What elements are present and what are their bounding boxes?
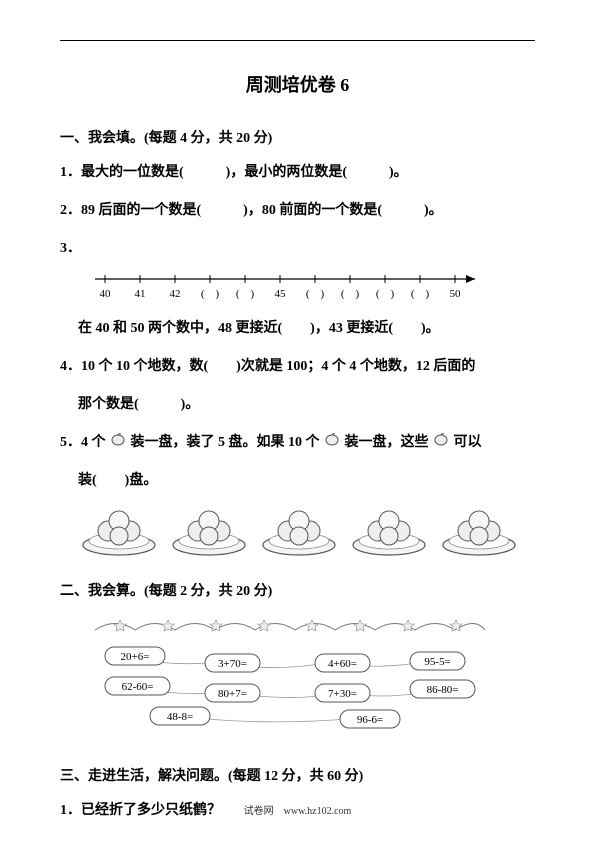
section1-head: 一、我会填。(每题 4 分，共 20 分) [60, 127, 535, 147]
footer-url: www.hz102.com [284, 806, 352, 817]
q4a: 4．10 个 10 个地数，数( )次就是 100；4 个 4 个地数，12 后… [60, 353, 535, 381]
page-title: 周测培优卷 6 [60, 71, 535, 97]
q5a-3: 装一盘，这些 [345, 435, 429, 450]
section2-head: 二、我会算。(每题 2 分，共 20 分) [60, 580, 535, 600]
svg-text:20+6=: 20+6= [121, 651, 150, 663]
footer: 试卷网 www.hz102.com [0, 802, 595, 817]
svg-text:45: 45 [275, 288, 287, 300]
svg-text:3+70=: 3+70= [218, 658, 247, 670]
footer-label: 试卷网 [244, 806, 274, 817]
plates-row [80, 505, 535, 562]
svg-text:50: 50 [450, 288, 462, 300]
svg-text:( ): ( ) [236, 288, 255, 300]
svg-text:80+7=: 80+7= [218, 688, 247, 700]
svg-text:40: 40 [100, 288, 112, 300]
number-line: 40 41 42 ( ) ( ) 45 ( ) ( ) ( ) ( ) 50 [90, 269, 535, 305]
svg-text:42: 42 [170, 288, 181, 300]
q5b: 装( )盘。 [78, 467, 535, 495]
q5a: 5．4 个 装一盘，装了 5 盘。如果 10 个 装一盘，这些 可以 [60, 429, 535, 457]
q1: 1．最大的一位数是( )，最小的两位数是( )。 [60, 159, 535, 187]
svg-text:62-60=: 62-60= [122, 681, 154, 693]
svg-text:( ): ( ) [411, 288, 430, 300]
q2: 2．89 后面的一个数是( )，80 前面的一个数是( )。 [60, 197, 535, 225]
svg-text:95-5=: 95-5= [424, 656, 450, 668]
apple-icon [323, 429, 341, 457]
svg-text:96-6=: 96-6= [357, 714, 383, 726]
section3-head: 三、走进生活，解决问题。(每题 12 分，共 60 分) [60, 765, 535, 785]
q4b: 那个数是( )。 [78, 391, 535, 419]
q5a-4: 可以 [454, 435, 482, 450]
svg-text:41: 41 [135, 288, 146, 300]
svg-text:( ): ( ) [306, 288, 325, 300]
plate-icon [440, 505, 518, 562]
q5a-1: 5．4 个 [60, 435, 106, 450]
arithmetic-diagram: 20+6= 3+70= 4+60= 95-5= 62-60= 80+7= 7+30= 86-8… [90, 612, 490, 747]
plate-icon [260, 505, 338, 562]
svg-text:86-80=: 86-80= [427, 684, 459, 696]
svg-text:4+60=: 4+60= [328, 658, 357, 670]
svg-text:( ): ( ) [376, 288, 395, 300]
plate-icon [80, 505, 158, 562]
q5a-2: 装一盘，装了 5 盘。如果 10 个 [131, 435, 320, 450]
q3b: 在 40 和 50 两个数中，48 更接近( )，43 更接近( )。 [78, 315, 535, 343]
svg-text:( ): ( ) [201, 288, 220, 300]
svg-text:7+30=: 7+30= [328, 688, 357, 700]
apple-icon [432, 429, 450, 457]
plate-icon [350, 505, 428, 562]
apple-icon [109, 429, 127, 457]
plate-icon [170, 505, 248, 562]
svg-text:48-8=: 48-8= [167, 711, 193, 723]
svg-text:( ): ( ) [341, 288, 360, 300]
q3-num: 3． [60, 235, 535, 263]
